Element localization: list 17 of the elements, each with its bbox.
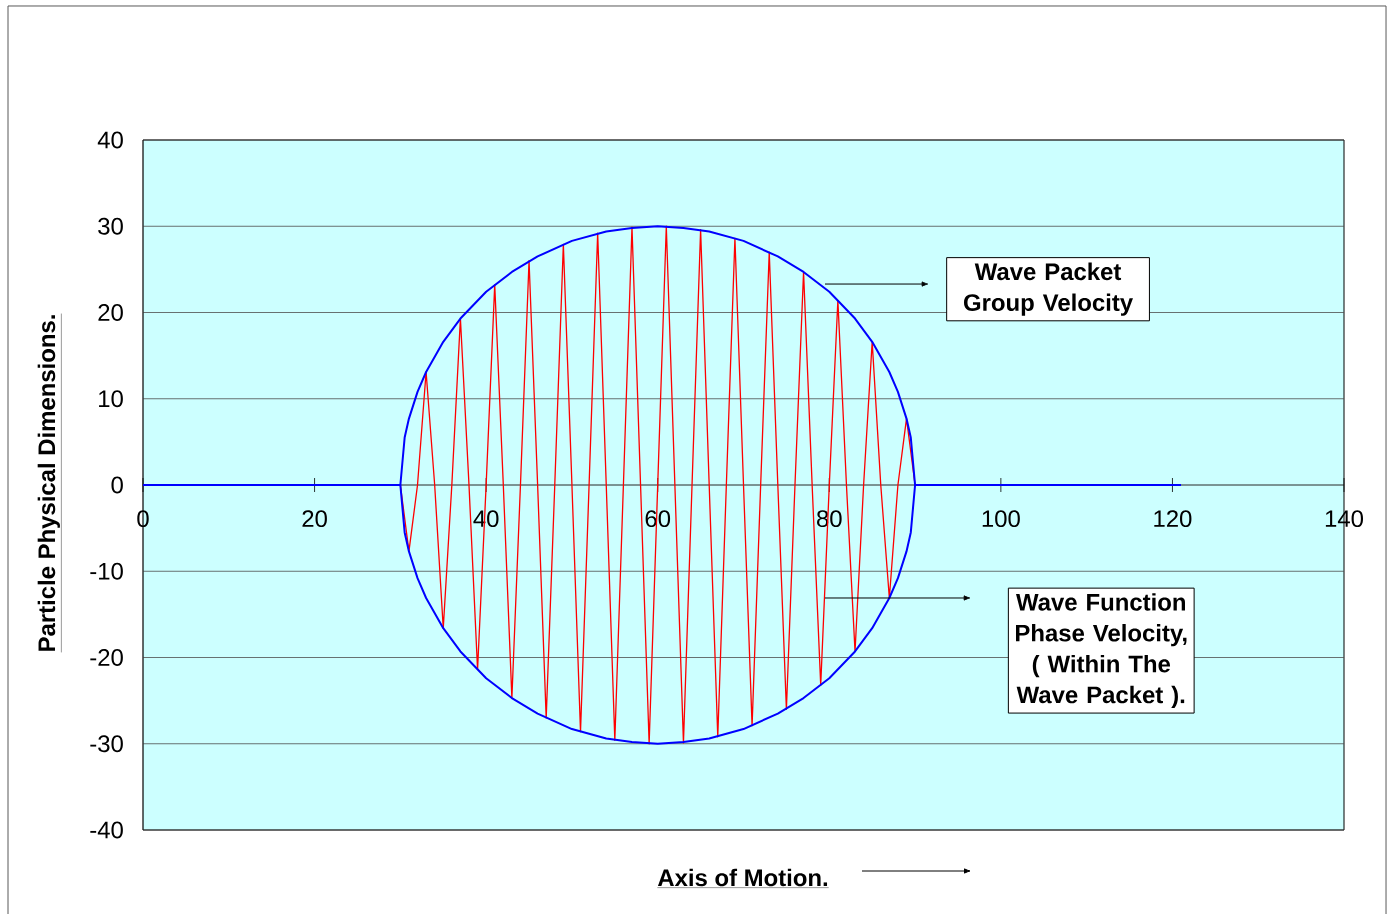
- y-tick-label: 20: [98, 304, 123, 321]
- x-tick-label: 120: [1154, 510, 1192, 528]
- y-tick-label: -20: [90, 649, 123, 666]
- x-tick-label: 100: [982, 510, 1020, 528]
- annotation: Wave Function Phase Velocity, ( Within The Wave Packet ).: [1016, 593, 1187, 709]
- y-tick-label: 10: [99, 390, 123, 408]
- x-tick-label: 20: [302, 510, 327, 528]
- y-axis-title: Particle Physical Dimensions.: [37, 315, 60, 651]
- y-tick-label: -30: [90, 735, 123, 753]
- x-tick-label: 140: [1325, 510, 1364, 528]
- y-tick-label: 40: [97, 131, 123, 149]
- x-axis-title: Axis of Motion.: [657, 868, 828, 887]
- y-tick-label: 0: [111, 476, 123, 494]
- y-tick-label: -40: [90, 821, 123, 839]
- y-tick-label: -10: [90, 562, 123, 580]
- y-tick-label: 30: [98, 217, 123, 235]
- annotation: Wave Packet Group Velocity: [964, 262, 1133, 316]
